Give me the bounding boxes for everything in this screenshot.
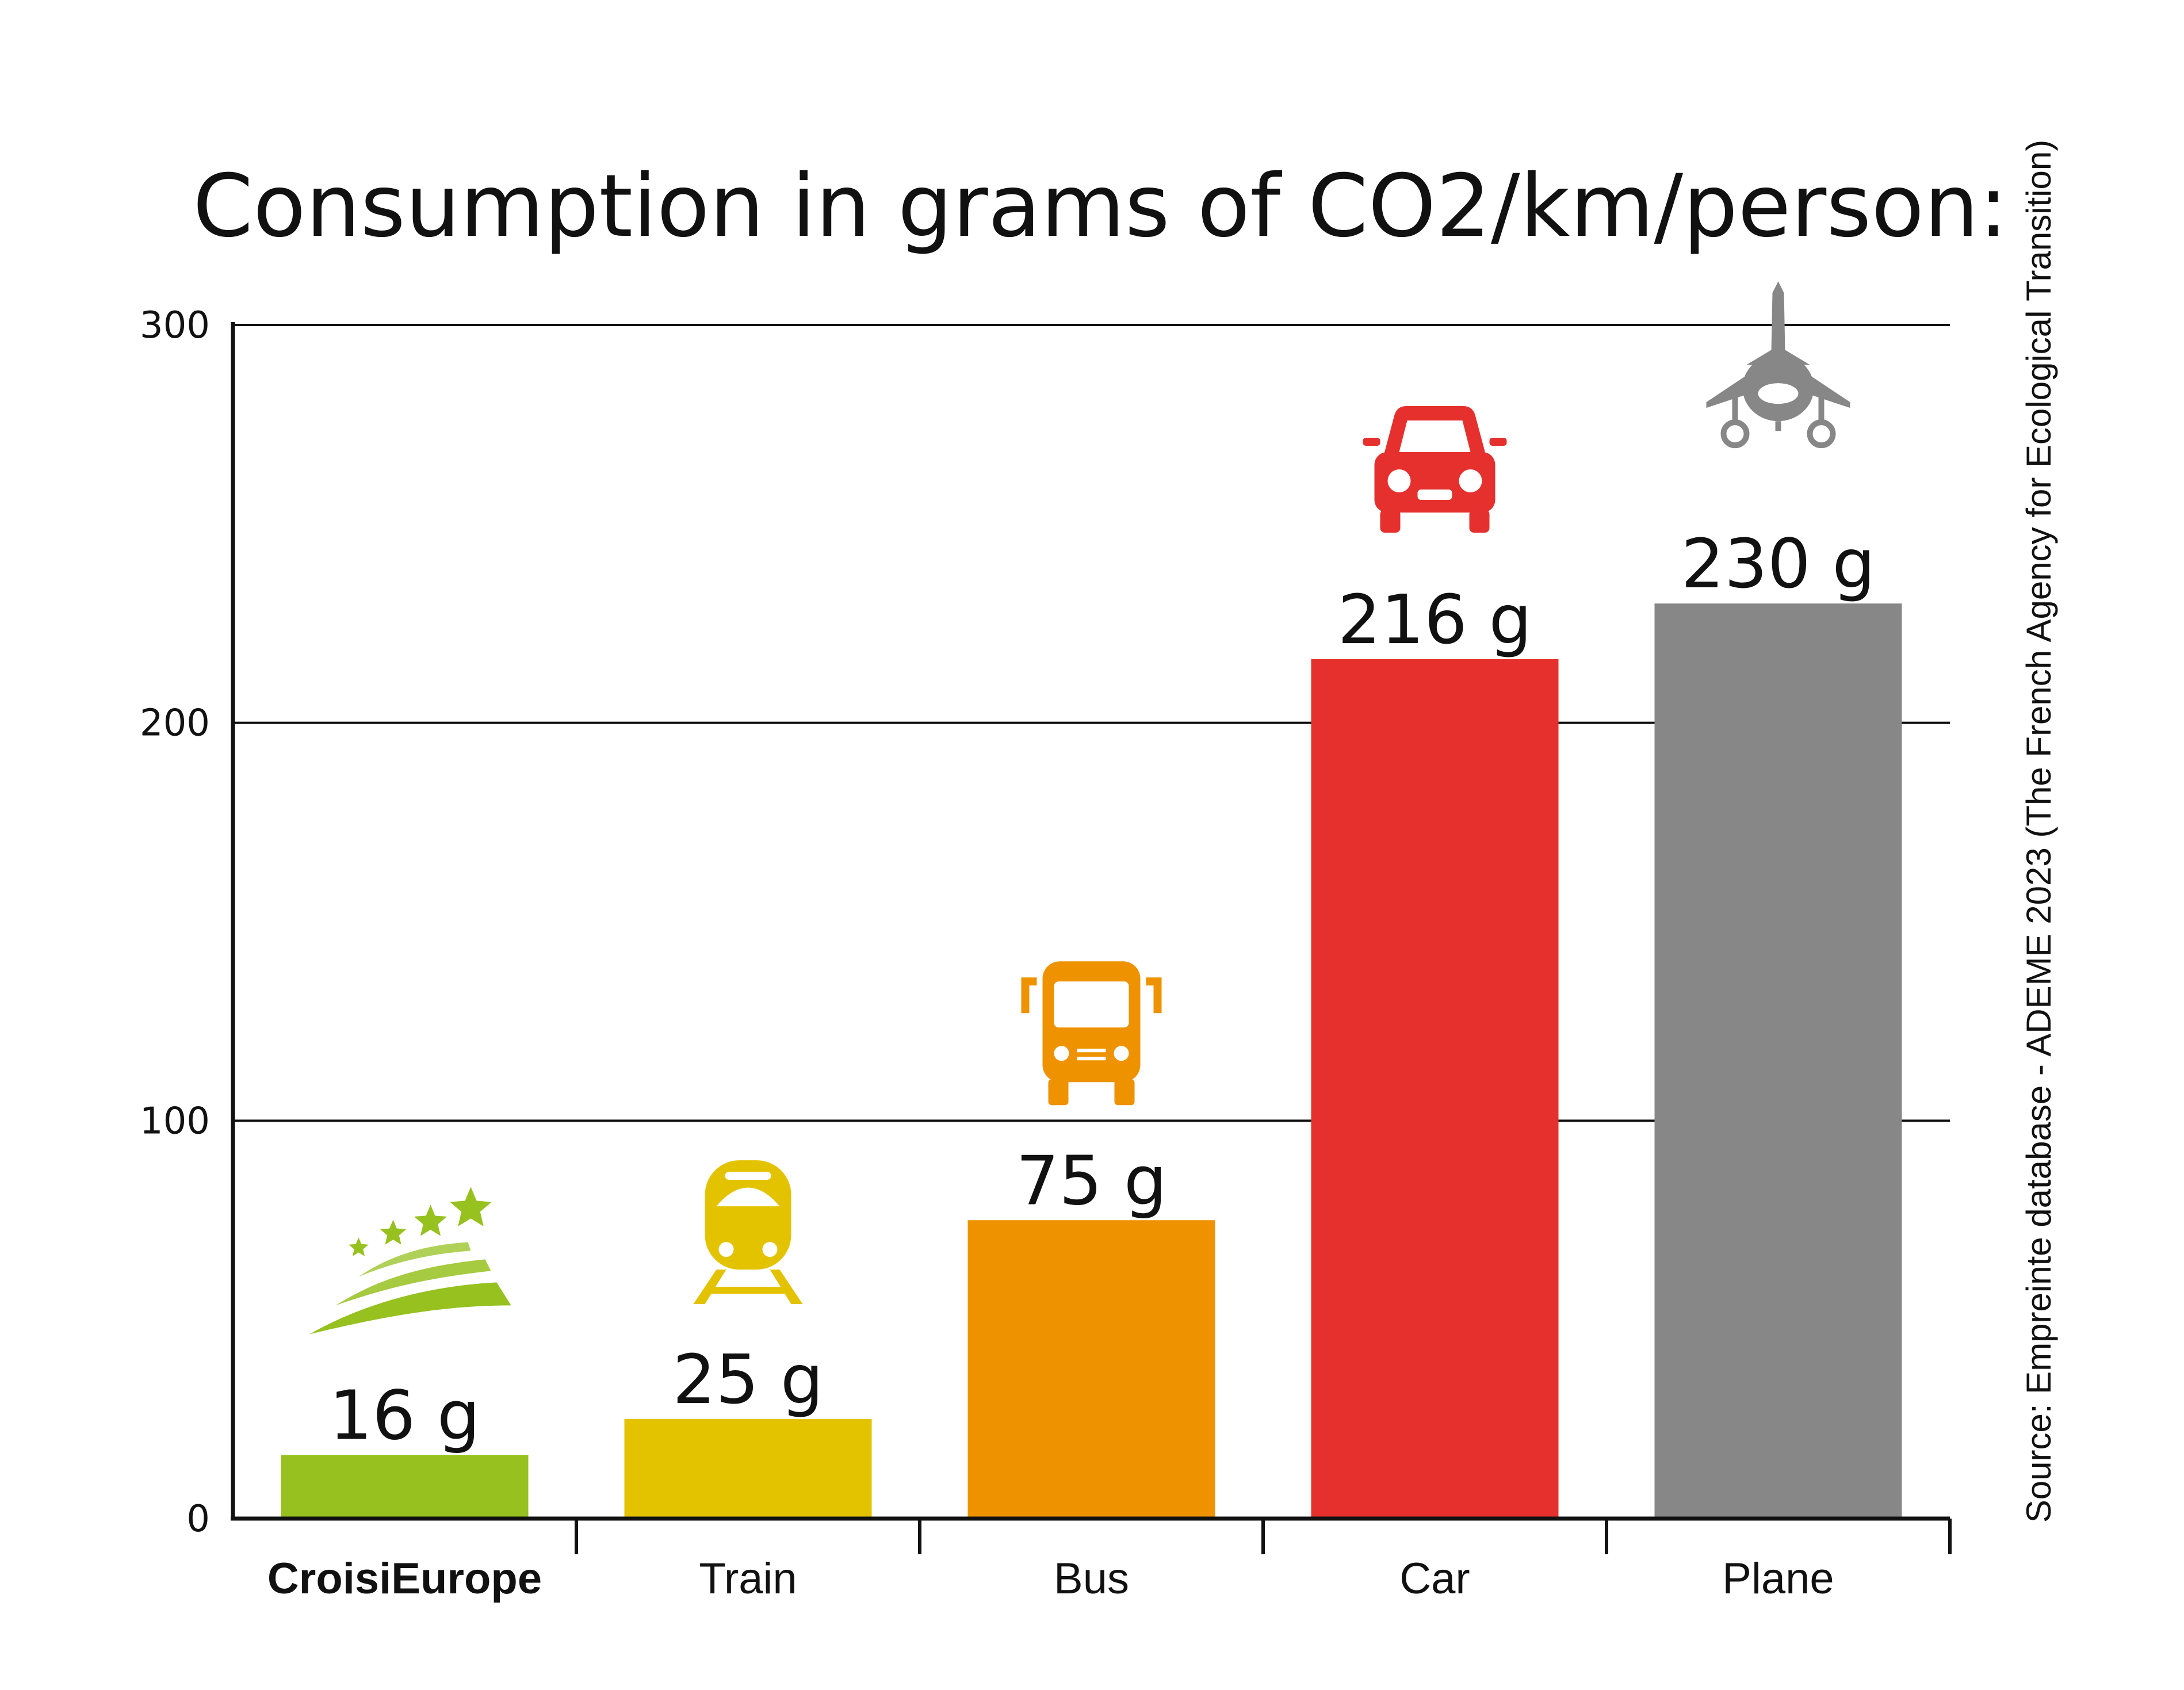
cruise-ship-icon [309,1187,511,1335]
data-label: 230 g [1681,524,1876,603]
plane-icon [1706,281,1850,449]
x-tick-label: Train [699,1554,797,1603]
bus-icon [1021,961,1162,1106]
chart-title: Consumption in grams of CO2/km/person: [193,156,2008,257]
x-tick-label: Car [1399,1554,1470,1603]
value-labels: 16 g 25 g 75 g 216 g 230 g [329,524,1875,1455]
category-icons [309,281,1850,1335]
y-tick-label: 300 [140,304,210,347]
data-label: 75 g [1016,1141,1167,1220]
car-icon [1363,406,1507,533]
bar-train [624,1419,872,1519]
data-label: 216 g [1338,580,1532,659]
y-tick-label: 0 [186,1498,210,1540]
x-tick-label: Plane [1722,1554,1834,1603]
source-note: Source: Empreinte database - ADEME 2023 … [2019,140,2058,1523]
data-label: 16 g [329,1375,480,1455]
bar-plane [1654,603,1902,1519]
y-tick-label: 100 [140,1100,210,1142]
bar-car [1311,659,1559,1519]
bars [281,603,1902,1519]
axes: 0 100 200 300 CroisiEurope Train Bus Car Plane [140,304,1952,1603]
x-tick-label: CroisiEurope [267,1554,542,1603]
x-tick-label: Bus [1054,1554,1129,1603]
data-label: 25 g [672,1340,824,1419]
bar-bus [967,1220,1215,1519]
y-tick-label: 200 [140,702,210,745]
bar-croisieurope [281,1455,529,1519]
train-icon [693,1160,803,1305]
